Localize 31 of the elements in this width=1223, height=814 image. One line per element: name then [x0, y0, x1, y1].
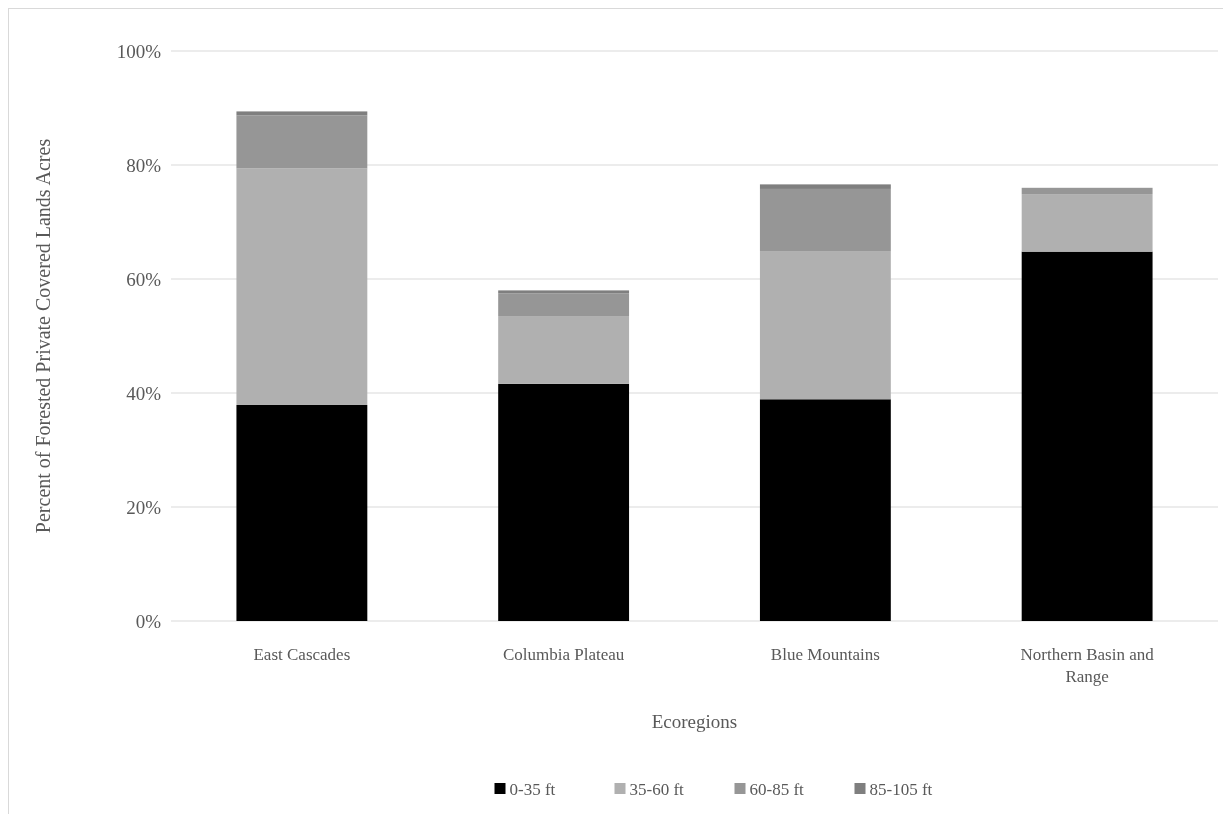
bar	[498, 316, 630, 384]
bar	[1021, 194, 1153, 252]
x-tick-label: Northern Basin and Range	[1020, 645, 1155, 686]
y-tick-label: 0%	[135, 610, 162, 632]
x-tick-label: Blue Mountains	[770, 645, 880, 664]
y-tick-label: 40%	[126, 382, 162, 404]
legend-label: 35-60 ft	[629, 779, 685, 799]
bar	[759, 184, 891, 189]
bar	[498, 293, 630, 317]
bar	[498, 290, 630, 294]
legend-label: 60-85 ft	[749, 779, 805, 799]
bar	[498, 383, 630, 621]
x-tick-label: Columbia Plateau	[502, 645, 625, 664]
y-tick-label: 60%	[126, 268, 162, 290]
y-tick-label: 20%	[126, 496, 162, 518]
y-tick-label: 80%	[126, 154, 162, 176]
bar	[236, 111, 368, 116]
bar	[759, 251, 891, 400]
x-axis-title: Ecoregions	[651, 711, 738, 732]
bar	[1021, 251, 1153, 621]
y-axis-title: Percent of Forested Private Covered Lands Acres	[32, 138, 54, 534]
bar	[236, 115, 368, 169]
bar	[759, 188, 891, 252]
bar	[759, 399, 891, 621]
legend-label: 85-105 ft	[869, 779, 933, 799]
y-tick-label: 100%	[116, 40, 162, 62]
legend-label: 0-35 ft	[509, 779, 556, 799]
bar	[236, 168, 368, 405]
bar	[236, 404, 368, 621]
x-tick-label: East Cascades	[253, 645, 351, 664]
bar	[1021, 187, 1153, 195]
